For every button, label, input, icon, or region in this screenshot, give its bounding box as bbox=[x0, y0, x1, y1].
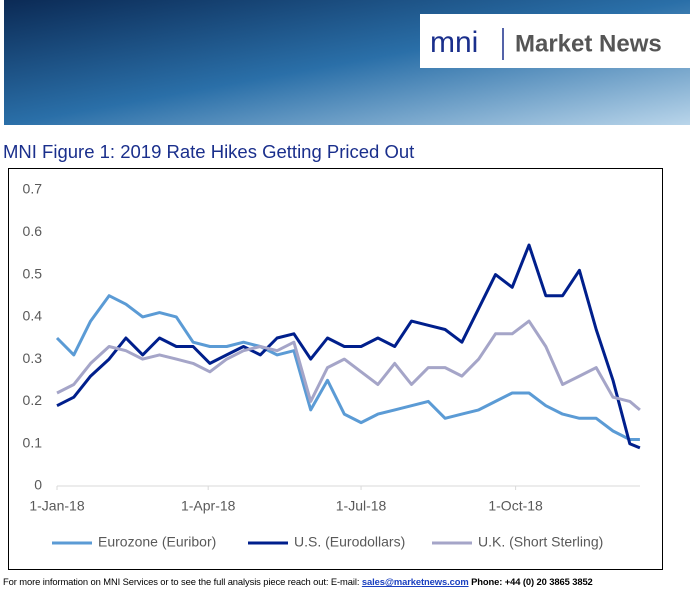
y-tick-label: 0 bbox=[34, 477, 42, 493]
series-line bbox=[55, 294, 640, 441]
email-link[interactable]: sales@marketnews.com bbox=[361, 576, 469, 587]
y-tick-label: 0.1 bbox=[23, 434, 43, 450]
logo: mni bbox=[430, 26, 478, 59]
footer: For more information on MNI Services or … bbox=[3, 576, 695, 587]
y-tick-label: 0.7 bbox=[23, 181, 43, 197]
y-tick-label: 0.3 bbox=[23, 350, 43, 366]
phone: Phone: +44 (0) 20 3865 3852 bbox=[471, 576, 593, 587]
chart-frame bbox=[8, 168, 663, 570]
x-tick-label: 1-Jan-18 bbox=[29, 498, 84, 514]
legend-label: Eurozone (Euribor) bbox=[98, 534, 216, 550]
series-line bbox=[56, 243, 641, 450]
y-tick-label: 0.2 bbox=[23, 392, 43, 408]
logo-box bbox=[420, 14, 690, 68]
y-tick-label: 0.5 bbox=[23, 265, 43, 281]
chart-title: MNI Figure 1: 2019 Rate Hikes Getting Pr… bbox=[3, 141, 414, 162]
brand: Market News bbox=[515, 30, 662, 57]
y-tick-label: 0.4 bbox=[23, 308, 43, 324]
x-tick-label: 1-Apr-18 bbox=[181, 498, 236, 514]
series-line bbox=[56, 319, 641, 412]
x-tick-label: 1-Jul-18 bbox=[336, 498, 387, 514]
chart: mni Market News MNI Figure 1: 2019 Rate … bbox=[3, 0, 690, 570]
footer-text: For more information on MNI Services or … bbox=[3, 576, 360, 587]
y-tick-label: 0.6 bbox=[23, 223, 43, 239]
legend-label: U.K. (Short Sterling) bbox=[478, 534, 603, 550]
legend-label: U.S. (Eurodollars) bbox=[294, 534, 405, 550]
x-tick-label: 1-Oct-18 bbox=[488, 498, 543, 514]
